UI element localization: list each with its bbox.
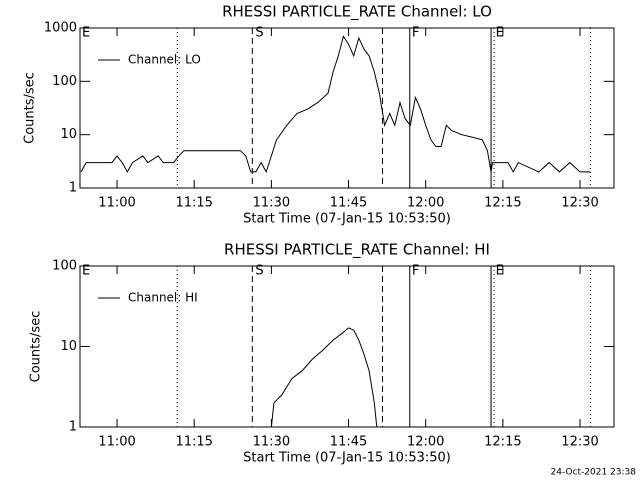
data-line (80, 35, 591, 174)
x-tick-label: 11:45 (330, 196, 367, 211)
marker-flag: E (82, 26, 90, 41)
footer-date: 24-Oct-2021 23:38 (551, 468, 637, 478)
y-axis-label: Counts/sec (23, 72, 38, 144)
x-tick-label: 11:30 (253, 435, 290, 450)
marker-flag: F (412, 264, 419, 279)
marker-flag: F (412, 26, 419, 41)
x-tick-label: 11:45 (330, 435, 367, 450)
chart-title: RHESSI PARTICLE_RATE Channel: LO (222, 3, 492, 22)
y-tick-label: 1 (69, 181, 77, 196)
marker-flag: E (496, 264, 504, 279)
y-tick-label: 100 (52, 74, 77, 89)
x-tick-label: 11:00 (98, 196, 135, 211)
x-axis-label: Start Time (07-Jan-15 10:53:50) (243, 212, 451, 227)
x-tick-label: 11:15 (175, 435, 212, 450)
x-tick-label: 12:15 (484, 435, 521, 450)
y-tick-label: 1000 (44, 21, 77, 36)
x-tick-label: 11:00 (98, 435, 135, 450)
x-tick-label: 12:15 (484, 196, 521, 211)
marker-flag: E (82, 264, 90, 279)
x-tick-label: 12:00 (407, 196, 444, 211)
legend-label: Channel: LO (128, 53, 201, 67)
x-tick-label: 11:30 (253, 196, 290, 211)
y-axis-label: Counts/sec (29, 311, 44, 383)
marker-flag: E (496, 26, 504, 41)
x-tick-label: 12:00 (407, 435, 444, 450)
y-tick-label: 10 (60, 127, 77, 142)
chart-title: RHESSI PARTICLE_RATE Channel: HI (224, 241, 490, 260)
data-line (270, 327, 378, 428)
y-tick-label: 100 (52, 259, 77, 274)
x-tick-label: 11:15 (175, 196, 212, 211)
x-tick-label: 12:30 (561, 196, 598, 211)
x-axis-label: Start Time (07-Jan-15 10:53:50) (243, 451, 451, 466)
legend-label: Channel: HI (128, 291, 198, 305)
y-tick-label: 1 (69, 420, 77, 435)
x-tick-label: 12:30 (561, 435, 598, 450)
y-tick-label: 10 (60, 339, 77, 354)
marker-flag: S (255, 26, 263, 41)
marker-flag: S (255, 264, 263, 279)
plot-frame (79, 27, 615, 189)
